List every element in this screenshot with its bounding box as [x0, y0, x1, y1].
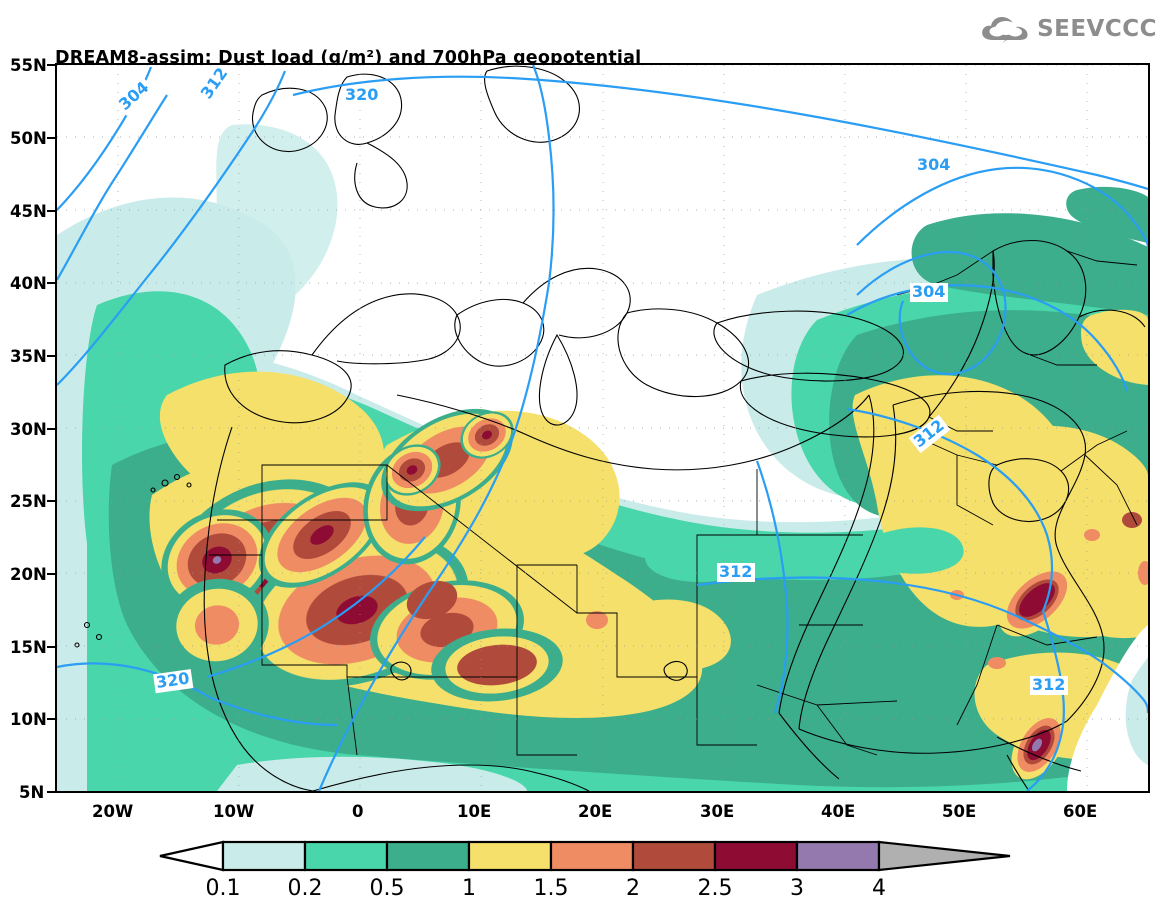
- colorbar-tick-2.5: 2.5: [697, 876, 733, 901]
- x-tick-20E: 20E: [578, 802, 613, 821]
- y-tickmark: [47, 718, 56, 720]
- colorbar-band-0.2-0.5: [303, 840, 389, 872]
- y-tick-15N: 15N: [10, 638, 47, 657]
- y-tick-30N: 30N: [10, 420, 47, 439]
- colorbar-tick-1.5: 1.5: [533, 876, 569, 901]
- y-tickmark: [47, 64, 56, 66]
- y-tick-55N: 55N: [10, 56, 47, 75]
- x-tick-40E: 40E: [821, 802, 856, 821]
- y-tickmark: [47, 137, 56, 139]
- x-tick-10E: 10E: [457, 802, 492, 821]
- colorbar: 0.1 0.2 0.5 1 1.5 2 2.5 3 4: [0, 836, 1165, 907]
- x-tick-30E: 30E: [700, 802, 735, 821]
- colorbar-tick-3: 3: [790, 876, 804, 901]
- colorbar-tick-0.5: 0.5: [369, 876, 405, 901]
- colorbar-tick-4: 4: [872, 876, 886, 901]
- x-tick-20W: 20W: [92, 802, 134, 821]
- y-tick-45N: 45N: [10, 202, 47, 221]
- colorbar-band-1.5-2: [549, 840, 635, 872]
- y-tickmark: [47, 210, 56, 212]
- colorbar-extend-low: [159, 840, 225, 872]
- y-tickmark: [47, 500, 56, 502]
- logo-text: SEEVCCC: [1037, 16, 1157, 42]
- colorbar-band-2-2.5: [631, 840, 717, 872]
- y-tick-40N: 40N: [10, 274, 47, 293]
- contour-label-304c: 304: [912, 282, 945, 301]
- colorbar-tick-0.2: 0.2: [287, 876, 323, 901]
- y-tick-10N: 10N: [10, 710, 47, 729]
- map-plot-area: 304 312 320 304 304: [55, 63, 1150, 793]
- colorbar-band-3-4: [795, 840, 881, 872]
- dust-field-layer: [57, 65, 1148, 791]
- contour-label-312d: 312: [1032, 675, 1065, 694]
- y-tick-35N: 35N: [10, 347, 47, 366]
- y-tickmark: [47, 282, 56, 284]
- contour-label-320b: 320: [155, 668, 191, 691]
- y-tickmark: [47, 573, 56, 575]
- contour-label-320a: 320: [345, 85, 378, 104]
- y-tickmark: [47, 646, 56, 648]
- y-tick-50N: 50N: [10, 129, 47, 148]
- colorbar-swatches: [159, 840, 1011, 872]
- contour-label-312c: 312: [719, 562, 752, 581]
- y-tickmark: [47, 428, 56, 430]
- map-canvas: 304 312 320 304 304: [57, 65, 1148, 791]
- colorbar-band-1-1.5: [467, 840, 553, 872]
- y-tickmark: [47, 355, 56, 357]
- x-tick-50E: 50E: [942, 802, 977, 821]
- colorbar-tick-2: 2: [626, 876, 640, 901]
- colorbar-band-2.5-3: [713, 840, 799, 872]
- x-tick-10W: 10W: [213, 802, 255, 821]
- colorbar-extend-high: [877, 840, 1011, 872]
- y-tick-5N: 5N: [19, 783, 45, 802]
- y-tickmark: [47, 791, 56, 793]
- seevccc-logo: SEEVCCC: [979, 14, 1157, 44]
- geopotential-contour-layer: [57, 65, 1148, 791]
- contour-label-304b: 304: [917, 155, 950, 174]
- cloud-icon: [982, 16, 1028, 43]
- y-tick-25N: 25N: [10, 492, 47, 511]
- y-tick-20N: 20N: [10, 565, 47, 584]
- x-tick-60E: 60E: [1063, 802, 1098, 821]
- x-tick-0: 0: [352, 802, 364, 821]
- grid-layer: [57, 65, 1148, 791]
- colorbar-band-0.1-0.2: [221, 840, 307, 872]
- colorbar-tick-0.1: 0.1: [205, 876, 241, 901]
- colorbar-tick-1: 1: [462, 876, 476, 901]
- colorbar-band-0.5-1: [385, 840, 471, 872]
